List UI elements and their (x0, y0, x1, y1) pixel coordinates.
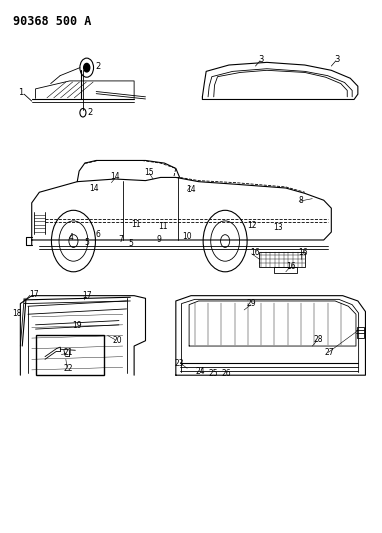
Text: 22: 22 (63, 364, 73, 373)
Text: 2: 2 (96, 62, 101, 70)
Text: 16: 16 (298, 248, 308, 257)
Text: 20: 20 (112, 336, 122, 345)
Text: 16: 16 (286, 262, 296, 271)
Text: 12: 12 (247, 221, 256, 230)
Text: 7: 7 (118, 236, 123, 245)
Text: 26: 26 (221, 369, 231, 378)
Text: 29: 29 (247, 299, 256, 308)
Text: 16: 16 (251, 248, 260, 257)
Text: 3: 3 (259, 55, 264, 64)
Text: 14: 14 (89, 183, 99, 192)
Circle shape (84, 63, 90, 72)
Text: 19: 19 (73, 321, 82, 330)
Text: 8: 8 (299, 196, 303, 205)
Text: 5: 5 (128, 239, 133, 248)
Text: 23: 23 (174, 359, 184, 367)
Text: 2: 2 (88, 108, 93, 117)
Text: 27: 27 (325, 348, 334, 357)
Text: 5: 5 (84, 238, 89, 247)
Text: 25: 25 (208, 369, 218, 378)
Text: 11: 11 (131, 220, 141, 229)
Text: 9: 9 (156, 236, 161, 245)
Text: 21: 21 (63, 348, 73, 357)
Text: 28: 28 (313, 335, 323, 344)
Text: 10: 10 (182, 232, 192, 241)
Text: 14: 14 (110, 172, 120, 181)
Text: 3: 3 (334, 55, 340, 64)
Text: 6: 6 (96, 230, 100, 239)
Text: 4: 4 (69, 233, 74, 242)
Text: 24: 24 (196, 367, 205, 376)
Text: 17: 17 (29, 289, 39, 298)
Text: 17: 17 (82, 291, 92, 300)
Text: 13: 13 (274, 223, 283, 232)
Text: 14: 14 (186, 185, 196, 194)
Text: 18: 18 (12, 309, 21, 318)
Text: 11: 11 (158, 222, 167, 231)
Text: 90368 500 A: 90368 500 A (13, 14, 91, 28)
Text: 15: 15 (144, 167, 154, 176)
Text: 1: 1 (18, 88, 24, 97)
